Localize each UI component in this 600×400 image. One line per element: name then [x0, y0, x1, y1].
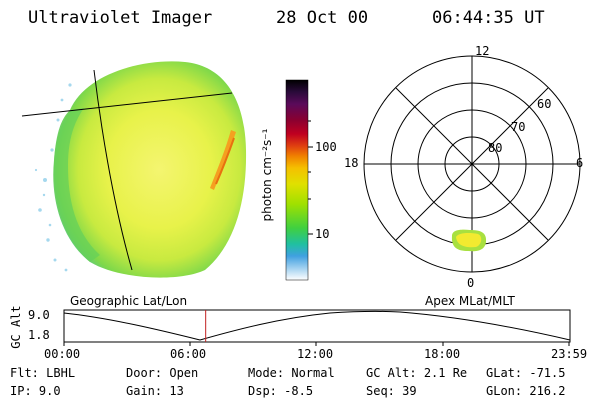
mlt-label-18: 18: [344, 156, 359, 170]
seq-value: 39: [402, 384, 417, 398]
mlat-label-80: 80: [488, 141, 503, 155]
timeline-ylabel: GC Alt: [9, 305, 23, 349]
timeline-xtick-1200: 12:00: [297, 347, 334, 361]
gain-label: Gain:: [126, 384, 163, 398]
mode-label: Mode:: [248, 366, 285, 380]
colorbar-unit-wrap: photon cm⁻²s⁻¹: [260, 129, 274, 222]
gcalt-label: GC Alt:: [366, 366, 417, 380]
glon-label: GLon:: [486, 384, 523, 398]
noise-halo: [34, 83, 72, 272]
timeline-plot: [63, 309, 571, 346]
mlat-label-60: 60: [537, 97, 552, 111]
polar-aurora-patch: [451, 229, 487, 252]
seq-label: Seq:: [366, 384, 395, 398]
uv-image-panel: [21, 61, 247, 278]
flt-field: Flt: LBHL: [10, 366, 75, 380]
colorbar-tick-100: 100: [315, 140, 337, 154]
mlt-label-12: 12: [475, 44, 490, 58]
mode-field: Mode: Normal: [248, 366, 335, 380]
door-field: Door: Open: [126, 366, 198, 380]
timeline-xtick-0000: 00:00: [44, 347, 81, 361]
timeline-ytick-bottom: 1.8: [28, 328, 50, 342]
glon-value: 216.2: [529, 384, 566, 398]
uv-emission-disk: [53, 61, 247, 278]
timeline-xtick-2359: 23:59: [551, 347, 588, 361]
mode-value: Normal: [291, 366, 335, 380]
longitude-line: [93, 69, 133, 271]
timeline-xtick-0600: 06:00: [170, 347, 207, 361]
mlt-label-0: 0: [467, 276, 475, 290]
ip-field: IP: 9.0: [10, 384, 61, 398]
glon-field: GLon: 216.2: [486, 384, 565, 398]
seq-field: Seq: 39: [366, 384, 417, 398]
ip-label: IP:: [10, 384, 32, 398]
timeline-ytick-top: 9.0: [28, 308, 50, 322]
auroral-arc: [210, 130, 236, 190]
glat-value: -71.5: [529, 366, 566, 380]
glat-field: GLat: -71.5: [486, 366, 565, 380]
mlat-label-70: 70: [511, 120, 526, 134]
auroral-arc-core: [215, 137, 235, 185]
instrument-title: Ultraviolet Imager: [28, 8, 213, 28]
colorbar-unit-label: photon cm⁻²s⁻¹: [260, 128, 274, 222]
door-label: Door:: [126, 366, 163, 380]
timeline-xtick-1800: 18:00: [424, 347, 461, 361]
gcalt-value: 2.1 Re: [423, 366, 468, 380]
apex-caption: Apex MLat/MLT: [425, 294, 515, 308]
colorbar-tick-10: 10: [315, 227, 330, 241]
timeline-ylabel-wrap: GC Alt: [9, 305, 23, 348]
dsp-field: Dsp: -8.5: [248, 384, 313, 398]
gcalt-field: GC Alt: 2.1 Re: [366, 366, 467, 380]
flt-label: Flt:: [10, 366, 39, 380]
colorbar: [285, 79, 313, 281]
gain-value: 13: [169, 384, 184, 398]
geographic-caption: Geographic Lat/Lon: [70, 294, 188, 308]
latitude-line: [21, 92, 233, 117]
dsp-label: Dsp:: [248, 384, 277, 398]
observation-date: 28 Oct 00: [276, 8, 369, 28]
flt-value: LBHL: [46, 366, 76, 380]
dsp-value: -8.5: [284, 384, 314, 398]
mlt-label-6: 6: [576, 156, 584, 170]
glat-label: GLat:: [486, 366, 523, 380]
gain-field: Gain: 13: [126, 384, 184, 398]
observation-time: 06:44:35 UT: [432, 8, 545, 28]
uv-fringe-left: [53, 108, 100, 262]
ip-value: 9.0: [38, 384, 61, 398]
altitude-curve: [63, 310, 571, 341]
door-value: Open: [169, 366, 199, 380]
